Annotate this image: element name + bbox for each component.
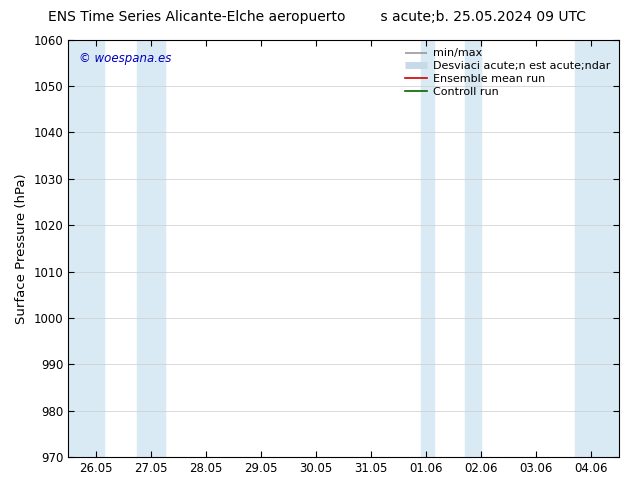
Bar: [465, 40, 481, 457]
Bar: [575, 40, 619, 457]
Text: © woespana.es: © woespana.es: [79, 52, 172, 65]
Y-axis label: Surface Pressure (hPa): Surface Pressure (hPa): [15, 173, 28, 324]
Legend: min/max, Desviaci acute;n est acute;ndar, Ensemble mean run, Controll run: min/max, Desviaci acute;n est acute;ndar…: [401, 45, 614, 100]
Bar: [421, 40, 434, 457]
Bar: [137, 40, 165, 457]
Text: ENS Time Series Alicante-Elche aeropuerto        s acute;b. 25.05.2024 09 UTC: ENS Time Series Alicante-Elche aeropuert…: [48, 10, 586, 24]
Bar: [68, 40, 104, 457]
